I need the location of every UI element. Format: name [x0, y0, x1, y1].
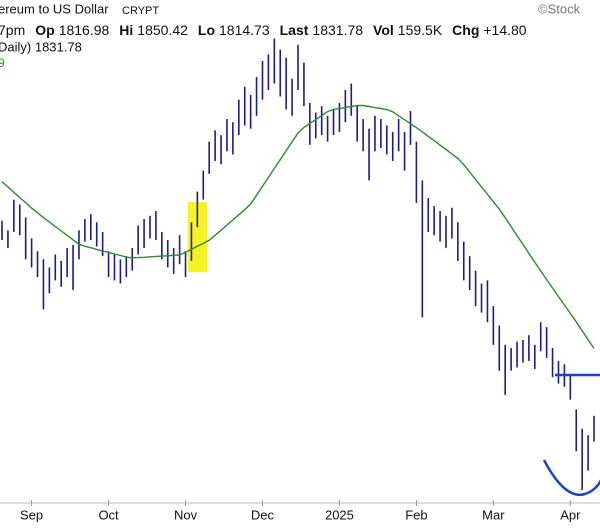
- x-tick-label: Mar: [482, 507, 505, 522]
- stat: Lo 1814.73: [198, 22, 270, 38]
- stat-label: Last: [279, 22, 309, 38]
- stat-value: 159.5K: [397, 22, 443, 38]
- x-tick-label: Apr: [560, 507, 581, 522]
- stat-value: +14.80: [483, 22, 527, 38]
- stat-label: Chg: [452, 22, 480, 38]
- x-tick-label: Nov: [174, 507, 198, 522]
- stat-value: 1814.73: [219, 22, 270, 38]
- time: 7pm: [0, 22, 26, 38]
- x-tick-label: Feb: [405, 507, 427, 522]
- stat-label: Op: [35, 22, 55, 38]
- stat-label: Vol: [373, 22, 394, 38]
- ma-label: 9: [0, 56, 5, 70]
- x-tick-label: 2025: [325, 507, 354, 522]
- stat: Vol 159.5K: [373, 22, 442, 38]
- stat-value: 1850.42: [137, 22, 188, 38]
- x-tick-label: Oct: [98, 507, 119, 522]
- stat-label: Lo: [197, 22, 216, 38]
- stat: Hi 1850.42: [119, 22, 188, 38]
- stat: Last 1831.78: [280, 22, 363, 38]
- header-stats: 7pm Op 1816.98 Hi 1850.42 Lo 1814.73 Last 1831.7…: [0, 22, 527, 38]
- stat: Op 1816.98: [35, 22, 109, 38]
- moving-average: [1, 104, 595, 349]
- x-tick-label: Dec: [251, 507, 275, 522]
- stat: Chg +14.80: [452, 22, 526, 38]
- highlight: [188, 202, 207, 272]
- stat-value: 1831.78: [312, 22, 364, 38]
- x-tick-label: Sep: [20, 507, 43, 522]
- exchange: CRYPT: [122, 5, 159, 17]
- annotation-arc: [542, 459, 600, 497]
- series-label: Daily) 1831.78: [0, 39, 82, 54]
- stat-label: Hi: [119, 22, 134, 38]
- stat-value: 1816.98: [58, 22, 110, 38]
- chart-title: ereum to US Dollar: [0, 1, 109, 16]
- source: ©Stock: [538, 1, 581, 16]
